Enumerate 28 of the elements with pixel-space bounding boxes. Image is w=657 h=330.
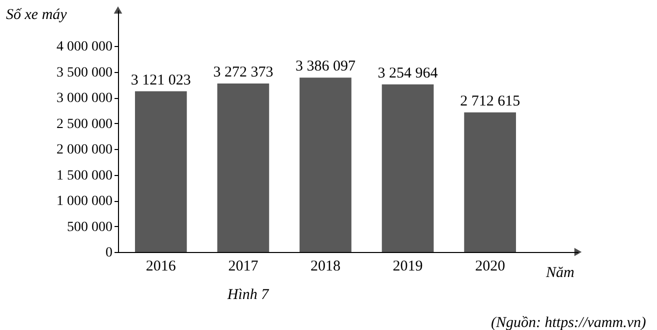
- x-tick-label: 2018: [310, 258, 340, 274]
- bar: [217, 84, 270, 252]
- bar: [134, 91, 187, 252]
- data-label: 3 386 097: [295, 58, 356, 75]
- data-label: 3 121 023: [130, 72, 191, 88]
- text: Hình 7: [226, 287, 270, 303]
- bar: [382, 84, 434, 252]
- data-label: 3 254 964: [378, 65, 438, 82]
- bar: [464, 112, 516, 252]
- y-tick-label: 3 000 000: [56, 91, 112, 106]
- data-label: 3 272 373: [213, 64, 274, 81]
- y-tick-label: 3 500 000: [56, 65, 112, 80]
- bar: [300, 78, 352, 252]
- y-tick-label: 500 000: [67, 220, 112, 235]
- y-tick-label: 0: [106, 246, 112, 260]
- y-tick-label: 1 500 000: [56, 168, 112, 184]
- x-tick-label: 2017: [228, 258, 259, 274]
- text: (Nguồn: https://vamm.vn): [491, 315, 646, 330]
- x-tick-label: 2019: [392, 258, 423, 274]
- x-axis-title: Năm: [545, 265, 575, 281]
- y-tick-label: 2 000 000: [56, 142, 112, 158]
- y-tick-label: 4 000 000: [56, 40, 112, 55]
- data-label: 2 712 615: [460, 93, 520, 110]
- x-tick-label: 2020: [475, 258, 506, 274]
- y-tick-label: 1 000 000: [56, 194, 112, 210]
- x-tick-label: 2016: [146, 258, 176, 274]
- y-axis-title: Số xe máy: [6, 7, 68, 23]
- y-tick-label: 2 500 000: [56, 116, 112, 132]
